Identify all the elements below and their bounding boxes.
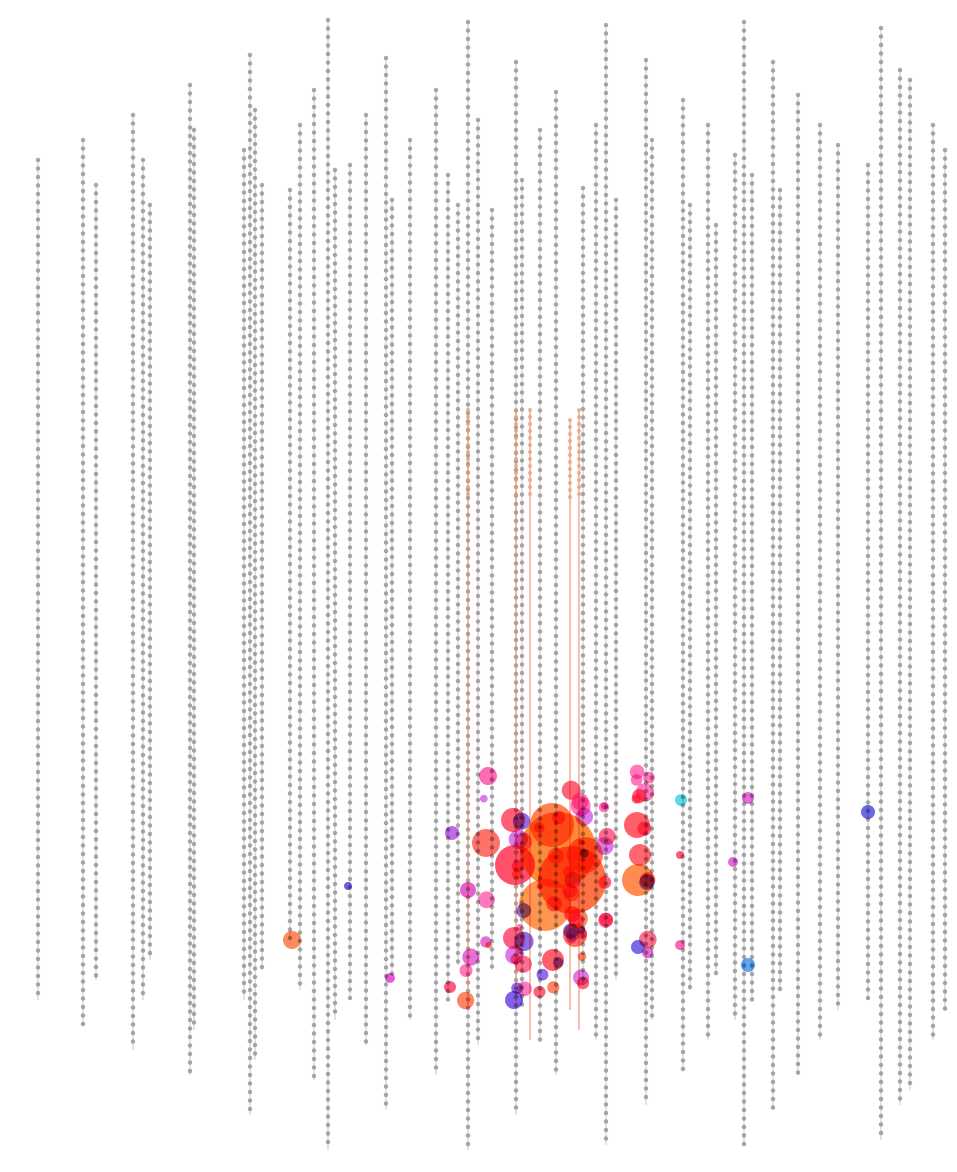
hit (457, 992, 474, 1009)
page: (() => { const data = JSON.parse(documen… (0, 0, 957, 1172)
hit (861, 805, 875, 819)
hit (283, 931, 301, 949)
hit (385, 973, 395, 983)
hit (537, 883, 544, 890)
hit (547, 981, 559, 993)
hit (639, 874, 655, 890)
hit (546, 896, 561, 911)
hit (534, 986, 546, 998)
hit (516, 903, 531, 918)
hit (639, 931, 657, 949)
hit (599, 876, 612, 889)
hit (512, 869, 522, 879)
hit (564, 886, 580, 902)
hit (578, 952, 587, 961)
hit (552, 811, 565, 824)
hit (548, 848, 564, 864)
hit (485, 942, 491, 948)
hit (509, 830, 528, 849)
hit (728, 857, 738, 867)
hit (515, 956, 532, 973)
hit (632, 794, 641, 803)
hit (513, 813, 530, 830)
hit (344, 882, 352, 890)
hit (580, 849, 589, 858)
hit (444, 981, 456, 993)
hit (578, 839, 584, 845)
hit (598, 913, 613, 928)
hit (460, 882, 476, 898)
hit (479, 767, 497, 785)
hit (563, 866, 575, 878)
hit (514, 932, 533, 951)
hit (741, 958, 755, 972)
hit (537, 969, 549, 981)
hit (445, 826, 459, 840)
hit (676, 851, 684, 859)
hit (631, 774, 643, 786)
hit (629, 844, 651, 866)
hit (601, 803, 608, 810)
hit (517, 924, 523, 930)
hit (675, 794, 687, 806)
hit (571, 796, 591, 816)
hit (642, 947, 653, 958)
hit (480, 795, 488, 803)
hit (637, 822, 651, 836)
hit (742, 792, 754, 804)
hit (478, 891, 495, 908)
hit (462, 949, 479, 966)
hit (566, 934, 576, 944)
hit (675, 940, 685, 950)
event-display (0, 0, 957, 1172)
hit (577, 977, 589, 989)
hit (460, 964, 473, 977)
hit (643, 772, 655, 784)
hit (534, 822, 545, 833)
hit (472, 829, 500, 857)
hit (596, 837, 614, 855)
hit (553, 957, 563, 967)
hit (511, 983, 523, 995)
